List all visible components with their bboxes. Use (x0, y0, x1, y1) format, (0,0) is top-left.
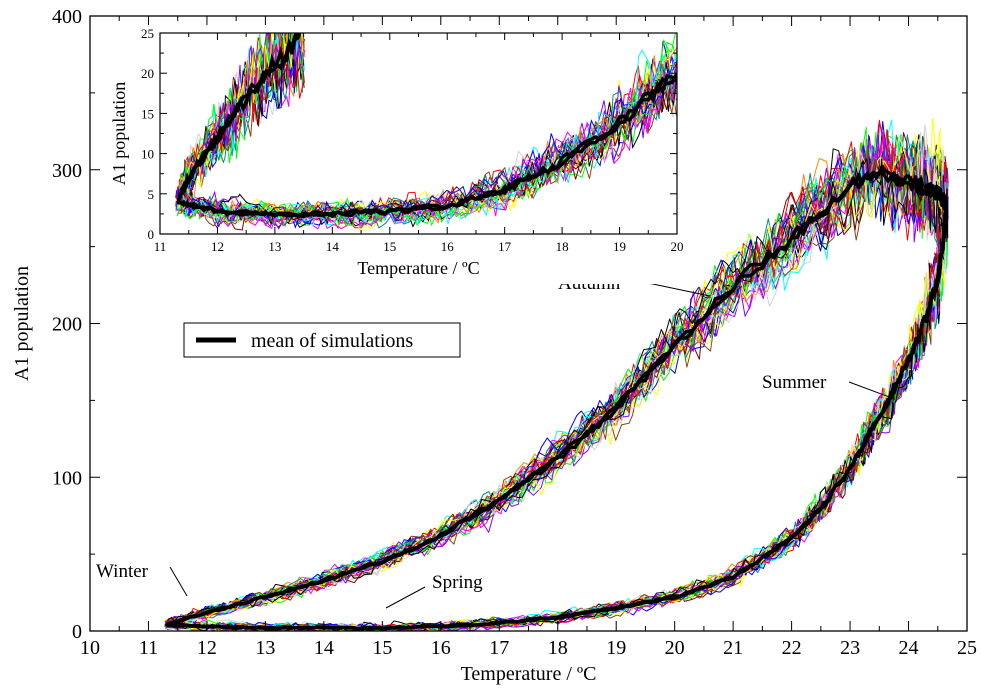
inset-x-axis-title: Temperature / ºC (357, 258, 479, 278)
inset-simulation-line (177, 62, 677, 223)
x-tick-label: 20 (665, 637, 685, 659)
inset-y-ticks: 0 5 10 15 20 25 (141, 26, 677, 242)
annotation-leader (385, 586, 426, 609)
y-tick-label: 100 (52, 467, 82, 489)
mean-line (165, 164, 949, 631)
x-tick-label: 10 (80, 637, 100, 659)
inset-x-tick-label: 16 (441, 239, 455, 254)
annotation-leader (848, 381, 893, 399)
inset-x-tick-label: 14 (326, 239, 340, 254)
inset-y-tick-label: 5 (148, 187, 155, 202)
inset-x-tick-label: 15 (383, 239, 396, 254)
x-tick-label: 19 (606, 637, 626, 659)
inset-x-tick-label: 18 (556, 239, 569, 254)
inset-y-tick-label: 20 (141, 66, 154, 81)
x-tick-label: 13 (255, 637, 275, 659)
x-tick-label: 21 (723, 637, 743, 659)
main-plot: 10 11 12 13 14 15 16 17 18 19 20 21 22 23 24 25 0100200… (11, 6, 977, 685)
inset-y-tick-label: 10 (141, 147, 154, 162)
inset-x-tick-label: 13 (268, 239, 281, 254)
x-tick-label: 16 (431, 637, 451, 659)
x-tick-label: 24 (899, 637, 919, 659)
y-tick-label: 400 (52, 6, 82, 28)
y-tick-label: 0 (72, 621, 82, 643)
x-tick-label: 22 (782, 637, 802, 659)
legend: mean of simulations (183, 322, 461, 358)
legend-box (183, 322, 461, 358)
x-tick-label: 18 (548, 637, 568, 659)
inset-mean-line (177, 72, 677, 219)
x-tick-label: 11 (139, 637, 158, 659)
inset-mean-line (176, 33, 301, 204)
y-tick-label: 300 (52, 160, 82, 182)
inset-x-tick-label: 17 (498, 239, 512, 254)
inset-x-tick-label: 12 (211, 239, 224, 254)
x-tick-label: 25 (957, 637, 977, 659)
inset-x-tick-label: 19 (613, 239, 626, 254)
x-tick-label: 23 (840, 637, 860, 659)
x-axis-title: Temperature / ºC (461, 663, 597, 685)
x-tick-label: 12 (197, 637, 217, 659)
inset-x-ticks: 11 12 13 14 15 16 17 18 19 20 (154, 33, 684, 254)
inset-y-tick-label: 25 (141, 26, 154, 41)
x-tick-label: 15 (372, 637, 392, 659)
annotation-label: Summer (762, 372, 827, 393)
annotation-label: Spring (432, 572, 483, 593)
legend-label-mean: mean of simulations (251, 330, 413, 352)
inset-mean-line (176, 33, 677, 219)
annotation-leader (647, 282, 711, 297)
y-tick-label: 200 (52, 314, 82, 336)
inset-plot: 11 12 13 14 15 16 17 18 19 20 0 5 10 15 20 25 Temperat… (100, 25, 684, 284)
inset-x-tick-label: 20 (671, 239, 684, 254)
main-x-ticks: 10 11 12 13 14 15 16 17 18 19 20 21 22 23 24 25 (80, 16, 977, 659)
main-mean-line (165, 164, 949, 631)
annotation-label: Winter (96, 561, 149, 582)
inset-y-tick-label: 0 (148, 227, 155, 242)
annotation-leader (169, 566, 188, 597)
inset-x-tick-label: 11 (154, 239, 167, 254)
inset-y-tick-label: 15 (141, 106, 154, 121)
y-axis-title: A1 population (11, 266, 33, 381)
inset-y-axis-title: A1 population (109, 82, 129, 186)
x-tick-label: 14 (314, 637, 334, 659)
x-tick-label: 17 (489, 637, 509, 659)
